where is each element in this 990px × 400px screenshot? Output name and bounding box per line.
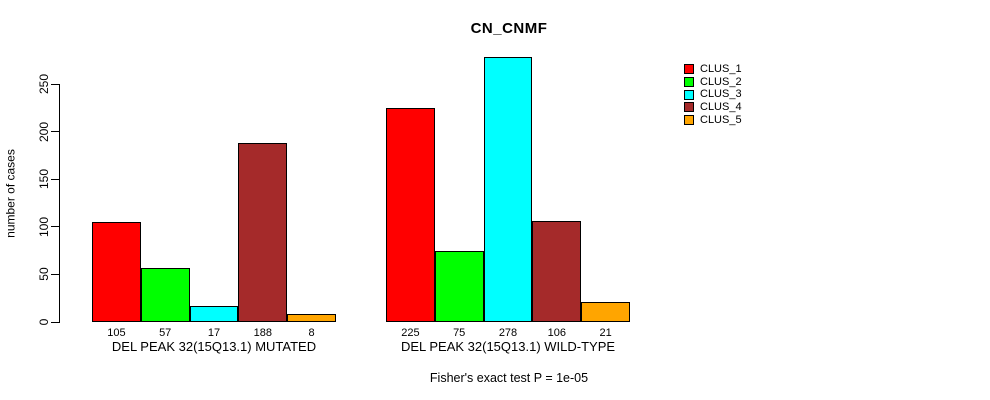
chart-title: CN_CNMF <box>470 20 548 37</box>
bar-clus_5-group2 <box>581 302 630 322</box>
bar-value-label: 106 <box>547 327 566 339</box>
y-axis-tick-label: 100 <box>37 216 51 237</box>
bar-clus_3-group1 <box>189 305 239 322</box>
y-axis-tick <box>51 273 59 275</box>
y-axis-tick-label: 250 <box>37 73 51 95</box>
legend-swatch-clus_4-icon <box>684 102 694 113</box>
legend-item-label: CLUS_2 <box>700 75 742 88</box>
legend-swatch-clus_5-icon <box>684 115 694 126</box>
y-axis-tick-label: 0 <box>37 318 51 326</box>
bar-value-label: 225 <box>401 327 420 339</box>
legend-item-label: CLUS_5 <box>700 113 742 126</box>
y-axis-tick <box>51 131 59 133</box>
bar-value-label: 57 <box>159 327 172 339</box>
bar-clus_5-group1 <box>287 314 336 322</box>
legend-swatch-clus_3-icon <box>684 89 694 100</box>
bar-clus_4-group1 <box>238 143 288 322</box>
bar-value-label: 278 <box>498 327 518 339</box>
bar-clus_2-group1 <box>140 267 190 322</box>
legend-item-label: CLUS_3 <box>700 88 742 101</box>
legend-swatch-clus_2-icon <box>684 77 694 88</box>
y-axis-tick <box>51 321 59 323</box>
bar-value-label: 75 <box>453 327 466 339</box>
bar-clus_1-group2 <box>386 107 435 322</box>
legend-item-label: CLUS_1 <box>700 62 742 75</box>
y-axis-tick <box>51 178 59 180</box>
legend-item: CLUS_2 <box>684 76 742 89</box>
legend-item: CLUS_1 <box>684 63 742 76</box>
y-axis-tick-label: 200 <box>37 121 51 142</box>
legend-swatch-clus_1-icon <box>684 64 694 75</box>
bar-value-label: 17 <box>207 327 221 339</box>
bar-clus_3-group2 <box>483 57 533 322</box>
legend: CLUS_1 CLUS_2 CLUS_3 CLUS_4 CLUS_5 <box>684 63 742 126</box>
bar-value-label: 188 <box>253 327 272 339</box>
bar-value-label: 8 <box>308 327 315 339</box>
y-axis-tick-label: 150 <box>37 169 51 190</box>
bar-clus_1-group1 <box>92 222 141 322</box>
x-category-label: DEL PEAK 32(15Q13.1) WILD-TYPE <box>400 339 616 354</box>
legend-item: CLUS_5 <box>684 114 742 127</box>
bar-clus_4-group2 <box>532 221 582 322</box>
legend-item: CLUS_3 <box>684 88 742 101</box>
legend-item: CLUS_4 <box>684 101 742 114</box>
x-category-label: DEL PEAK 32(15Q13.1) MUTATED <box>111 339 317 354</box>
bar-value-label: 21 <box>599 327 612 339</box>
legend-item-label: CLUS_4 <box>700 100 742 113</box>
y-axis-tick-label: 50 <box>37 267 51 282</box>
bar-clus_2-group2 <box>434 250 484 322</box>
y-axis-tick <box>51 226 59 228</box>
bar-value-label: 105 <box>107 327 126 339</box>
y-axis-line <box>59 84 60 323</box>
fisher-test-annotation: Fisher's exact test P = 1e-05 <box>429 371 589 385</box>
y-axis-tick <box>51 83 59 85</box>
y-axis-label: number of cases <box>3 149 18 238</box>
